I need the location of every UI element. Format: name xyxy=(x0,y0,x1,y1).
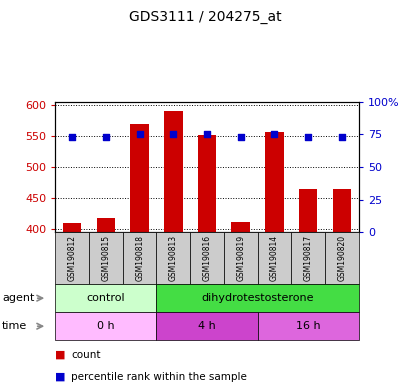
Text: agent: agent xyxy=(2,293,34,303)
Point xyxy=(270,131,277,137)
Text: GSM190817: GSM190817 xyxy=(303,235,312,281)
Bar xyxy=(332,189,350,232)
Bar xyxy=(298,189,317,232)
Text: GSM190818: GSM190818 xyxy=(135,235,144,281)
Text: 16 h: 16 h xyxy=(295,321,320,331)
Text: GSM190820: GSM190820 xyxy=(337,235,346,281)
Text: count: count xyxy=(71,350,100,360)
Text: control: control xyxy=(86,293,125,303)
Bar xyxy=(164,111,182,232)
Bar xyxy=(97,218,115,232)
Text: GSM190815: GSM190815 xyxy=(101,235,110,281)
Point xyxy=(338,134,344,140)
Text: 4 h: 4 h xyxy=(198,321,216,331)
Text: GDS3111 / 204275_at: GDS3111 / 204275_at xyxy=(128,10,281,23)
Point xyxy=(102,134,109,140)
Text: GSM190813: GSM190813 xyxy=(169,235,178,281)
Text: GSM190812: GSM190812 xyxy=(67,235,76,281)
Bar xyxy=(63,223,81,232)
Point xyxy=(69,134,75,140)
Point xyxy=(237,134,243,140)
Bar xyxy=(130,124,148,232)
Text: GSM190816: GSM190816 xyxy=(202,235,211,281)
Text: GSM190814: GSM190814 xyxy=(269,235,278,281)
Bar xyxy=(231,222,249,232)
Text: GSM190819: GSM190819 xyxy=(236,235,245,281)
Point xyxy=(203,131,210,137)
Point xyxy=(136,131,143,137)
Text: percentile rank within the sample: percentile rank within the sample xyxy=(71,372,246,382)
Point xyxy=(304,134,311,140)
Point xyxy=(170,131,176,137)
Bar xyxy=(197,135,216,232)
Text: ■: ■ xyxy=(55,372,66,382)
Text: dihydrotestosterone: dihydrotestosterone xyxy=(201,293,313,303)
Text: time: time xyxy=(2,321,27,331)
Text: 0 h: 0 h xyxy=(97,321,115,331)
Bar xyxy=(265,132,283,232)
Text: ■: ■ xyxy=(55,350,66,360)
